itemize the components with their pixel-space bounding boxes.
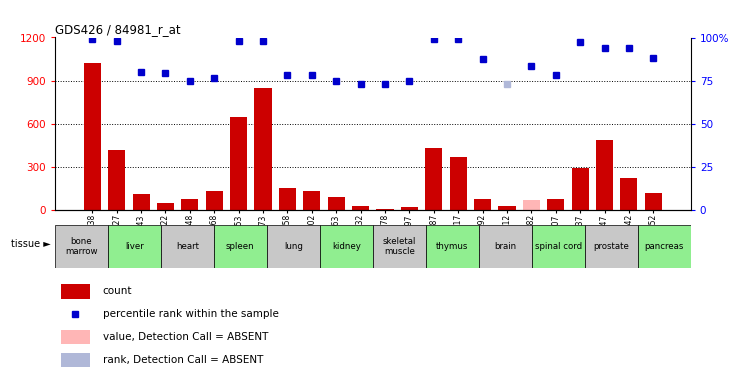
Bar <box>450 157 466 210</box>
Text: spleen: spleen <box>226 242 254 251</box>
Text: skeletal
muscle: skeletal muscle <box>382 237 416 256</box>
Text: brain: brain <box>494 242 516 251</box>
Bar <box>157 203 174 210</box>
Bar <box>303 191 320 210</box>
Text: rank, Detection Call = ABSENT: rank, Detection Call = ABSENT <box>102 355 263 365</box>
Bar <box>181 198 198 210</box>
Bar <box>161 225 213 268</box>
Bar <box>61 330 90 344</box>
Bar <box>319 225 373 268</box>
Text: liver: liver <box>125 242 144 251</box>
Bar <box>425 225 479 268</box>
Text: count: count <box>102 286 132 297</box>
Bar <box>205 191 223 210</box>
Bar <box>132 194 150 210</box>
Bar <box>499 206 515 210</box>
Text: bone
marrow: bone marrow <box>65 237 97 256</box>
Bar <box>425 148 442 210</box>
Bar <box>531 225 585 268</box>
Bar <box>548 198 564 210</box>
Bar <box>474 198 491 210</box>
Bar <box>373 225 425 268</box>
Bar <box>479 225 531 268</box>
Text: thymus: thymus <box>436 242 469 251</box>
Bar <box>61 284 90 298</box>
Bar <box>376 209 393 210</box>
Bar <box>213 225 267 268</box>
Bar <box>596 140 613 210</box>
Text: tissue ►: tissue ► <box>11 239 50 249</box>
Bar <box>84 63 101 210</box>
Text: value, Detection Call = ABSENT: value, Detection Call = ABSENT <box>102 332 268 342</box>
Bar <box>585 225 637 268</box>
Bar <box>107 225 161 268</box>
Text: GDS426 / 84981_r_at: GDS426 / 84981_r_at <box>55 23 181 36</box>
Bar <box>55 225 107 268</box>
Bar <box>621 178 637 210</box>
Bar <box>279 188 296 210</box>
Text: spinal cord: spinal cord <box>535 242 582 251</box>
Bar <box>254 88 272 210</box>
Text: pancreas: pancreas <box>645 242 684 251</box>
Bar <box>352 206 369 210</box>
Bar <box>230 117 247 210</box>
Bar <box>267 225 319 268</box>
Bar <box>523 200 540 210</box>
Text: heart: heart <box>176 242 199 251</box>
Bar <box>401 207 418 210</box>
Bar <box>61 353 90 367</box>
Text: prostate: prostate <box>594 242 629 251</box>
Bar <box>108 150 125 210</box>
Bar <box>327 197 345 210</box>
Bar <box>637 225 691 268</box>
Bar <box>572 168 588 210</box>
Text: kidney: kidney <box>332 242 361 251</box>
Text: lung: lung <box>284 242 303 251</box>
Text: percentile rank within the sample: percentile rank within the sample <box>102 309 279 319</box>
Bar <box>645 193 662 210</box>
